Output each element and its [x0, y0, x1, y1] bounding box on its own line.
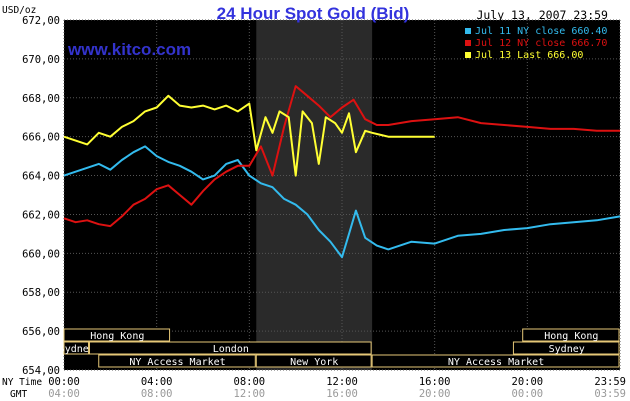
gmt-tick: 00:00 [512, 388, 544, 400]
session-bar [255, 354, 372, 368]
series-line-1 [63, 85, 620, 228]
price-series [63, 85, 621, 259]
series-line-2 [63, 94, 435, 177]
y-unit-label: USD/oz [2, 5, 36, 16]
ny-session-band [256, 20, 373, 370]
session-hong-kong: Hong Kong [522, 328, 620, 342]
session-label: Sydney [549, 344, 585, 355]
x-axis-ticks: 00:0004:0004:0008:0008:0012:0012:0016:00… [48, 376, 626, 400]
legend-label-jul13: Jul 13 Last 666.00 [475, 50, 583, 61]
ny-time-tick: 04:00 [141, 376, 173, 388]
session-bar [512, 341, 620, 355]
y-tick-label: 656,00 [22, 326, 60, 338]
y-tick-label: 668,00 [22, 93, 60, 105]
session-label: New York [290, 357, 338, 368]
legend-label-jul11: Jul 11 NY close 660.40 [475, 26, 607, 37]
session-bar [371, 354, 620, 368]
grid-lines [63, 19, 621, 371]
series-line-0 [63, 145, 621, 259]
session-bar [63, 328, 171, 342]
y-tick-label: 662,00 [22, 209, 60, 221]
session-label: London [213, 344, 249, 355]
session-hong-kong: Hong Kong [63, 328, 171, 342]
session-ny-access-market: NY Access Market [98, 354, 256, 368]
gmt-tick: 20:00 [419, 388, 451, 400]
chart-title: 24 Hour Spot Gold (Bid) [217, 4, 410, 23]
session-label: NY Access Market [448, 357, 544, 368]
timestamp: July 13, 2007 23:59 [476, 8, 608, 22]
market-sessions: Hong Kong Hong Kong Sydney London Sydney NY A… [59, 328, 620, 368]
session-label: NY Access Market [129, 357, 225, 368]
gmt-tick: 12:00 [234, 388, 266, 400]
ny-time-label: NY Time [2, 377, 42, 388]
session-label: Hong Kong [544, 331, 598, 342]
session-label: Hong Kong [90, 331, 144, 342]
ny-time-tick: 12:00 [326, 376, 358, 388]
ny-time-tick: 00:00 [48, 376, 80, 388]
session-bar [63, 341, 89, 355]
y-tick-label: 660,00 [22, 248, 60, 260]
session-ny-access-market: NY Access Market [371, 354, 620, 368]
gmt-label: GMT [10, 389, 27, 400]
y-tick-label: 664,00 [22, 171, 60, 183]
gmt-tick: 03:59 [594, 388, 626, 400]
legend-swatch-jul13 [465, 52, 471, 58]
y-tick-label: 658,00 [22, 287, 60, 299]
ny-time-tick: 08:00 [234, 376, 266, 388]
y-tick-label: 654,00 [22, 365, 60, 377]
gmt-tick: 16:00 [326, 388, 358, 400]
gmt-tick: 08:00 [141, 388, 173, 400]
session-new-york: New York [255, 354, 372, 368]
y-tick-label: 672,00 [22, 15, 60, 27]
session-sydney: Sydney [512, 341, 620, 355]
y-tick-label: 666,00 [22, 132, 60, 144]
y-tick-label: 670,00 [22, 54, 60, 66]
legend: Jul 11 NY close 660.40 Jul 12 NY close 6… [465, 26, 607, 61]
ny-time-tick: 23:59 [594, 376, 626, 388]
session-bar [522, 328, 620, 342]
session-label: Sydney [59, 344, 95, 355]
watermark: www.kitco.com [67, 40, 191, 59]
ny-time-tick: 20:00 [512, 376, 544, 388]
session-sydney: Sydney [59, 341, 95, 355]
y-axis-ticks: 672,00 670,00 668,00 666,00 664,00 662,00 660,… [22, 15, 60, 377]
legend-swatch-jul12 [465, 40, 471, 46]
legend-swatch-jul11 [465, 28, 471, 34]
gmt-tick: 04:00 [48, 388, 80, 400]
session-bar [88, 341, 372, 355]
session-bar [98, 354, 256, 368]
legend-label-jul12: Jul 12 NY close 666.70 [475, 38, 607, 49]
ny-time-tick: 16:00 [419, 376, 451, 388]
session-london: London [88, 341, 372, 355]
